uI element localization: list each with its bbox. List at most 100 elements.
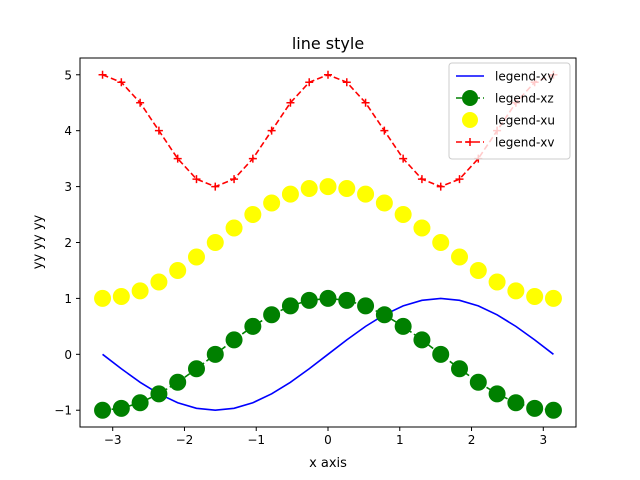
y-tick-label: 5 <box>64 68 72 82</box>
series-legend-xu <box>94 178 562 307</box>
data-point <box>230 175 239 184</box>
data-point <box>342 78 351 87</box>
data-point <box>488 385 506 403</box>
x-tick-label: 3 <box>539 433 547 447</box>
x-tick-label: −1 <box>247 433 265 447</box>
legend-item: legend-xy <box>456 70 554 84</box>
legend-label: legend-xu <box>495 114 555 128</box>
data-point <box>206 234 224 251</box>
data-point <box>399 154 408 163</box>
data-point <box>94 289 112 307</box>
data-point <box>281 297 299 315</box>
data-point <box>526 288 544 306</box>
legend-marker <box>462 90 478 106</box>
data-point <box>117 78 126 87</box>
data-point <box>187 248 205 266</box>
data-point <box>544 289 562 307</box>
data-point <box>211 182 220 191</box>
data-point <box>432 345 450 363</box>
series-legend-xz <box>94 289 562 419</box>
data-point <box>338 291 356 309</box>
data-point <box>507 394 525 412</box>
legend-item: legend-xv <box>456 136 554 150</box>
data-point <box>173 154 182 163</box>
data-point <box>324 70 332 79</box>
data-point <box>507 282 525 300</box>
x-tick-label: −2 <box>176 433 194 447</box>
data-point <box>263 306 281 324</box>
data-point <box>300 291 318 309</box>
data-point <box>300 179 318 197</box>
data-point <box>451 248 469 266</box>
data-point <box>131 394 149 412</box>
data-point <box>394 206 412 224</box>
x-tick-label: 1 <box>396 433 404 447</box>
data-point <box>455 175 464 184</box>
data-point <box>526 399 544 417</box>
x-tick-label: 0 <box>324 433 332 447</box>
data-point <box>319 178 337 196</box>
data-point <box>187 360 205 378</box>
data-point <box>206 345 224 363</box>
data-point <box>380 126 389 135</box>
series-line <box>102 297 554 412</box>
data-point <box>286 98 295 107</box>
data-point <box>413 219 431 237</box>
data-point <box>469 373 487 391</box>
series-layer <box>94 70 562 419</box>
x-tick-label: 2 <box>468 433 476 447</box>
data-point <box>169 261 187 279</box>
y-axis-label: yy yy yy <box>31 214 46 269</box>
legend-label: legend-xz <box>495 92 554 106</box>
data-point <box>150 273 168 291</box>
data-point <box>417 175 426 184</box>
legend-item: legend-xu <box>462 112 555 128</box>
data-point <box>263 194 281 212</box>
x-tick-label: −3 <box>104 433 122 447</box>
y-tick-label: 4 <box>64 124 72 138</box>
legend-marker <box>466 138 474 146</box>
data-point <box>248 154 257 163</box>
data-point <box>244 317 262 335</box>
data-point <box>244 206 262 224</box>
data-point <box>394 317 412 335</box>
data-point <box>469 261 487 279</box>
data-point <box>338 179 356 197</box>
data-point <box>154 126 163 135</box>
data-point <box>281 185 299 203</box>
data-point <box>136 98 145 107</box>
y-tick-label: 2 <box>64 236 72 250</box>
data-point <box>112 399 130 417</box>
y-axis-ticks: −1 0 1 2 3 4 5 <box>54 68 80 418</box>
data-point <box>436 182 445 191</box>
legend-marker <box>462 112 478 128</box>
data-point <box>150 385 168 403</box>
data-point <box>319 289 337 307</box>
legend-label: legend-xy <box>495 70 554 84</box>
data-point <box>192 175 201 184</box>
data-point <box>413 331 431 349</box>
series-legend-xy <box>102 297 554 412</box>
data-point <box>357 297 375 315</box>
x-axis-label: x axis <box>309 456 347 471</box>
y-tick-label: 3 <box>64 180 72 194</box>
y-tick-label: 1 <box>64 292 72 306</box>
legend-label: legend-xv <box>495 136 554 150</box>
data-point <box>267 126 276 135</box>
data-point <box>169 373 187 391</box>
data-point <box>361 98 370 107</box>
legend-item: legend-xz <box>456 90 554 106</box>
data-point <box>94 401 112 419</box>
legend-box <box>448 62 571 160</box>
y-tick-label: 0 <box>64 348 72 362</box>
data-point <box>432 234 450 251</box>
data-point <box>357 185 375 203</box>
data-point <box>225 219 243 237</box>
data-point <box>112 288 130 306</box>
x-axis-ticks: −3 −2 −1 0 1 2 3 <box>104 427 547 447</box>
y-tick-label: −1 <box>54 404 72 418</box>
legend: legend-xy legend-xz legend-xu legend-xv <box>448 62 571 160</box>
data-point <box>451 360 469 378</box>
data-point <box>131 282 149 300</box>
